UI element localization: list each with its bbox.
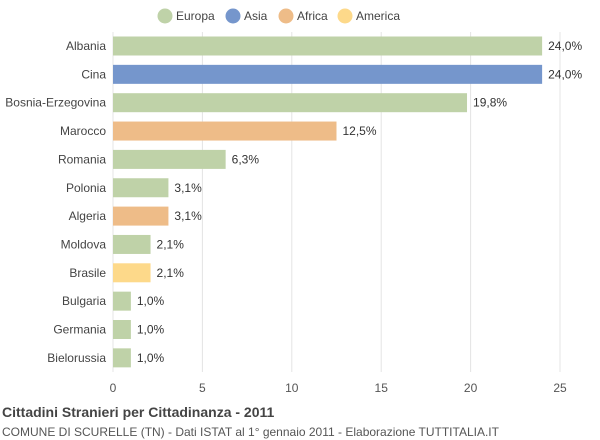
- value-labels: 24,0% 24,0% 19,8% 12,5% 6,3% 3,1% 3,1% 2,1% 2,1%…: [137, 39, 583, 365]
- value-label: 19,8%: [473, 96, 507, 110]
- bar-algeria: [113, 206, 169, 226]
- grid-lines: [112, 32, 561, 372]
- x-tick-label: 25: [553, 381, 567, 395]
- x-tick-label: 5: [199, 381, 206, 395]
- bar-polonia: [113, 178, 169, 198]
- category-label: Romania: [58, 152, 106, 166]
- legend: Europa Asia Africa America: [157, 8, 400, 24]
- legend-label-america: America: [356, 9, 400, 23]
- value-label: 3,1%: [174, 209, 202, 223]
- category-label: Algeria: [69, 209, 107, 223]
- value-label: 6,3%: [232, 152, 260, 166]
- value-label: 24,0%: [548, 39, 582, 53]
- category-labels: Albania Cina Bosnia-Erzegovina Marocco Roman…: [5, 39, 106, 365]
- bar-albania: [113, 36, 543, 56]
- value-label: 2,1%: [157, 266, 185, 280]
- value-label: 1,0%: [137, 323, 165, 337]
- category-label: Bosnia-Erzegovina: [5, 96, 106, 110]
- bar-bosnia-erzegovina: [113, 93, 468, 113]
- x-tick-label: 0: [110, 381, 117, 395]
- bar-brasile: [113, 263, 151, 283]
- legend-marker-america: [337, 8, 353, 24]
- bar-cina: [113, 64, 543, 84]
- category-label: Bulgaria: [62, 294, 106, 308]
- legend-label-europa: Europa: [176, 9, 215, 23]
- x-tick-label: 10: [285, 381, 299, 395]
- x-tick-label: 20: [464, 381, 478, 395]
- value-label: 1,0%: [137, 351, 165, 365]
- bar-bielorussia: [113, 348, 131, 368]
- bar-romania: [113, 149, 226, 169]
- legend-marker-asia: [225, 8, 241, 24]
- category-label: Polonia: [66, 181, 106, 195]
- value-label: 12,5%: [343, 124, 377, 138]
- category-label: Moldova: [61, 237, 107, 251]
- chart-footer-subtitle: COMUNE DI SCURELLE (TN) - Dati ISTAT al …: [2, 425, 499, 439]
- x-tick-label: 15: [375, 381, 389, 395]
- x-axis-ticks: 0 5 10 15 20 25: [110, 381, 567, 395]
- legend-label-asia: Asia: [244, 9, 268, 23]
- value-label: 1,0%: [137, 294, 165, 308]
- value-label: 3,1%: [174, 181, 202, 195]
- category-label: Cina: [81, 67, 106, 81]
- legend-marker-europa: [157, 8, 173, 24]
- category-label: Albania: [66, 39, 106, 53]
- bar-germania: [113, 320, 131, 339]
- category-label: Germania: [53, 323, 106, 337]
- category-label: Marocco: [60, 124, 106, 138]
- category-label: Bielorussia: [47, 351, 106, 365]
- bar-chart: Europa Asia Africa America Albania Cina Bosni…: [5, 8, 583, 395]
- category-label: Brasile: [69, 266, 106, 280]
- value-label: 2,1%: [157, 237, 185, 251]
- legend-marker-africa: [278, 8, 294, 24]
- legend-label-africa: Africa: [297, 9, 328, 23]
- bar-moldova: [113, 234, 151, 254]
- bar-bulgaria: [113, 291, 131, 311]
- bar-marocco: [113, 121, 337, 141]
- chart-footer-title: Cittadini Stranieri per Cittadinanza - 2…: [2, 404, 275, 420]
- bars: [113, 36, 543, 368]
- value-label: 24,0%: [548, 67, 582, 81]
